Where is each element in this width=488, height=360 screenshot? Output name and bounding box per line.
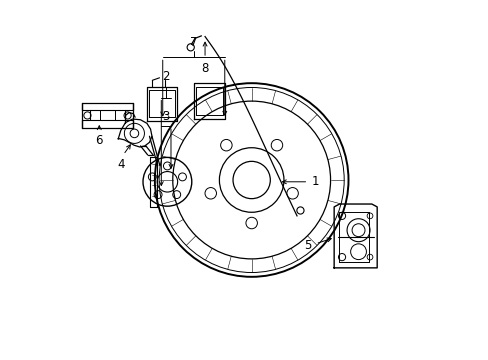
- Text: 7: 7: [189, 36, 197, 49]
- Text: 8: 8: [201, 62, 208, 75]
- Text: 4: 4: [117, 158, 124, 171]
- Text: 1: 1: [311, 175, 319, 188]
- Text: 5: 5: [304, 239, 311, 252]
- Text: 6: 6: [95, 134, 103, 147]
- Text: 3: 3: [162, 110, 169, 123]
- Text: 2: 2: [162, 70, 169, 83]
